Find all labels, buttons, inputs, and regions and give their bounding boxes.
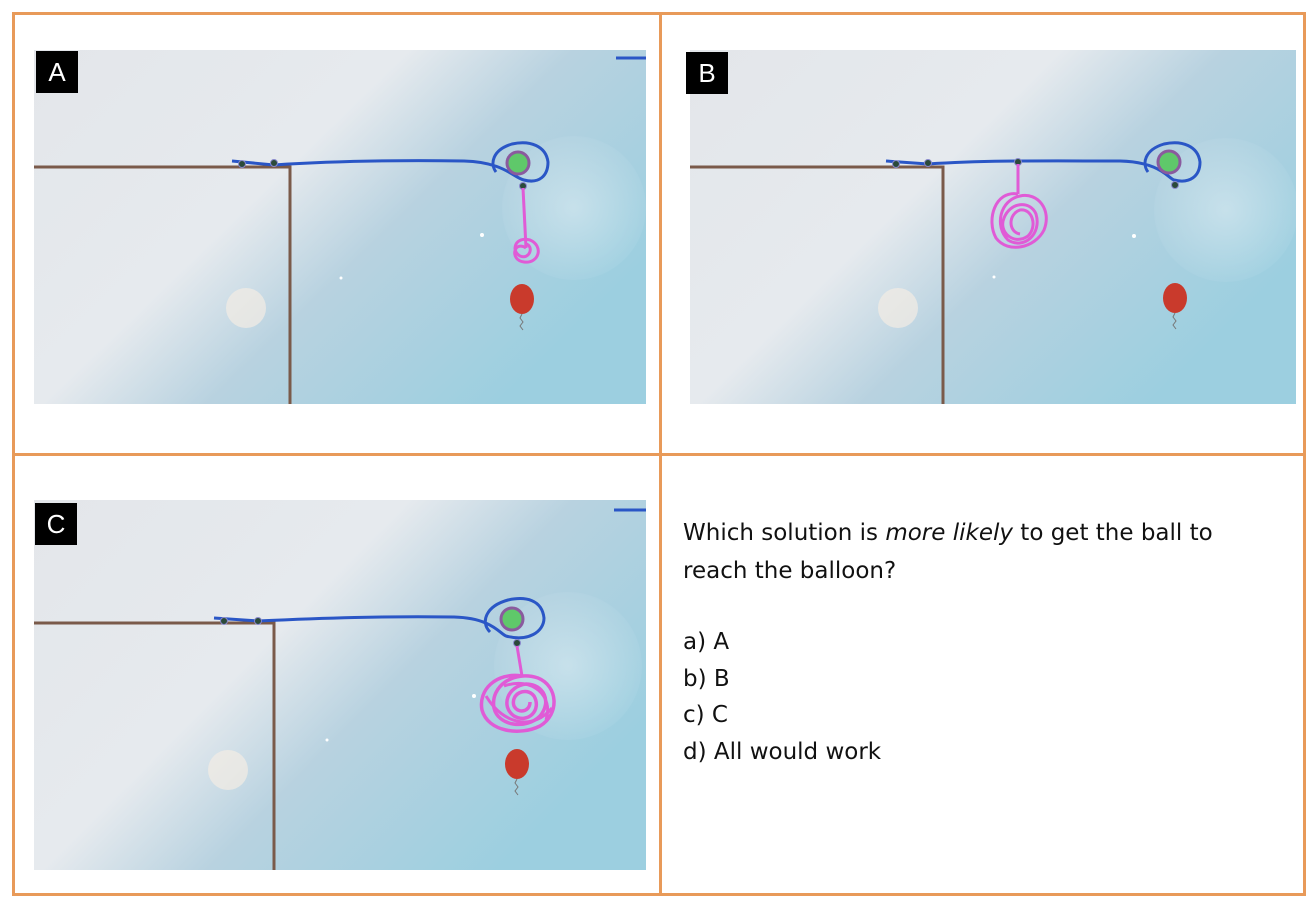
balloon <box>505 749 529 779</box>
panel-a-label: A <box>36 51 78 93</box>
option-b[interactable]: b) B <box>683 665 730 692</box>
blue-drawn-line <box>885 141 1202 183</box>
ball <box>1156 149 1182 175</box>
blue-drawn-line <box>213 597 546 640</box>
pin <box>892 160 900 168</box>
ball <box>499 606 525 632</box>
pink-drawing <box>990 192 1048 249</box>
wall-edge <box>34 165 292 404</box>
pin <box>513 639 521 647</box>
pin <box>270 159 278 167</box>
pink-drawing <box>513 237 540 264</box>
wall-edge <box>690 165 945 404</box>
grid-divider-horizontal <box>15 453 1303 456</box>
question-emphasis: more likely <box>885 520 1013 546</box>
sun-glow <box>502 136 646 280</box>
pin <box>238 160 246 168</box>
balloon <box>510 284 534 314</box>
option-d[interactable]: d) All would work <box>683 738 882 765</box>
option-a[interactable]: a) A <box>683 629 730 655</box>
question-block: Which solution is more likely to get the… <box>683 514 1283 770</box>
pin <box>220 617 228 625</box>
panel-b-scene <box>690 50 1296 404</box>
sun-glow <box>1154 138 1296 282</box>
pin <box>924 159 932 167</box>
ball <box>505 150 531 176</box>
panel-c-scene <box>34 500 646 870</box>
option-c[interactable]: c) C <box>683 702 728 728</box>
pin <box>1171 181 1179 189</box>
panel-b-label: B <box>686 52 728 94</box>
pin <box>254 617 262 625</box>
balloon <box>1163 283 1187 313</box>
panel-c-label: C <box>35 503 77 545</box>
question-text: Which solution is more likely to get the… <box>683 520 1213 584</box>
blue-drawn-line <box>231 141 550 183</box>
panel-a-scene <box>34 50 646 404</box>
panel-grid <box>12 12 1306 896</box>
wall-edge <box>34 621 276 870</box>
